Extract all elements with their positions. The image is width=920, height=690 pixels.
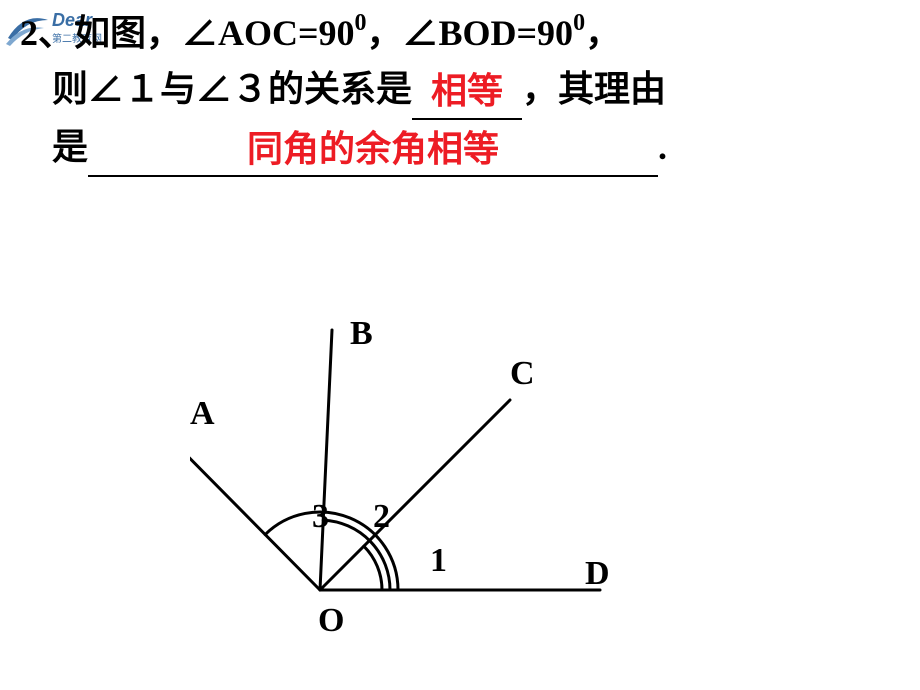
geometry-figure: A B C D O 1 2 3 — [190, 280, 670, 660]
question-line-3: 是 同角的余角相等. — [20, 120, 900, 178]
label-2: 2 — [373, 498, 390, 536]
answer-1: 相等 — [431, 71, 503, 111]
question-line-1: 2、如图，∠AOC=900，∠BOD=900， — [20, 6, 900, 62]
label-3: 3 — [312, 498, 329, 536]
q-exp2: 0 — [573, 10, 585, 36]
q-p2: ，∠BOD=90 — [367, 13, 574, 53]
question-line-2: 则∠１与∠３的关系是相等 ，其理由 — [20, 62, 900, 120]
q-p1: 如图，∠AOC=90 — [74, 13, 355, 53]
label-D: D — [585, 555, 610, 593]
q-number: 2 — [20, 13, 38, 53]
label-B: B — [350, 315, 373, 353]
q-sep: 、 — [38, 13, 74, 53]
label-A: A — [190, 395, 215, 433]
q-period: . — [658, 127, 667, 167]
q-p4: 则∠１与∠３的关系是 — [52, 69, 412, 109]
q-p6: 是 — [52, 127, 88, 167]
question-block: 2、如图，∠AOC=900，∠BOD=900， 则∠１与∠３的关系是相等，其理由… — [20, 6, 900, 177]
answer-2: 同角的余角相等 — [247, 129, 499, 169]
label-1: 1 — [430, 542, 447, 580]
figure-svg — [190, 280, 670, 660]
blank-2: 同角的余角相等 — [88, 120, 658, 178]
label-C: C — [510, 355, 535, 393]
q-p3: ， — [585, 13, 621, 53]
q-p5: ，其理由 — [522, 69, 666, 109]
blank-1: 相等 — [412, 62, 522, 120]
label-O: O — [318, 602, 344, 640]
q-exp1: 0 — [355, 10, 367, 36]
